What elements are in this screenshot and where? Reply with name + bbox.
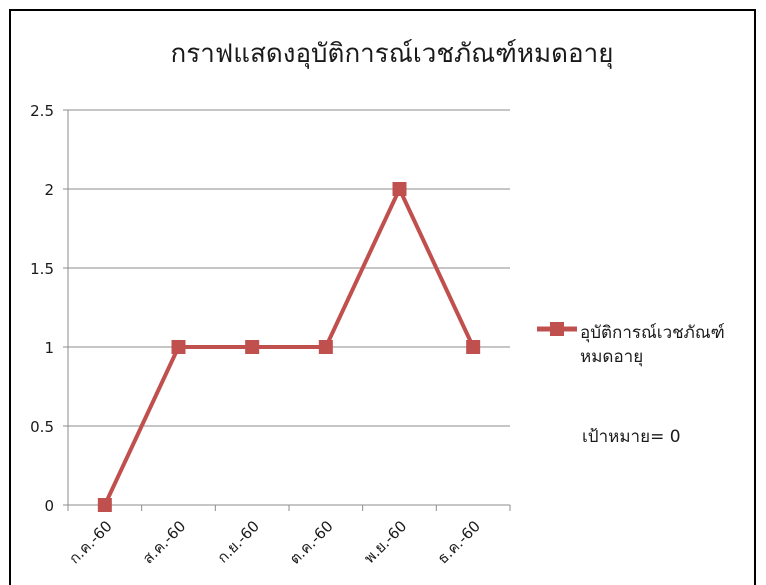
y-tick-label: 0.5 xyxy=(30,418,54,436)
data-point-marker xyxy=(97,498,112,512)
y-axis-tick-labels: 0 0.5 1 1.5 2 2.5 xyxy=(30,102,54,515)
target-annotation: เป้าหมาย= 0 xyxy=(582,427,681,447)
chart-border xyxy=(9,9,756,585)
series-line xyxy=(103,187,475,506)
series-group xyxy=(97,182,481,512)
axes xyxy=(63,109,511,511)
data-point-marker xyxy=(318,340,333,354)
y-tick-label: 2 xyxy=(44,181,54,199)
gridlines xyxy=(68,109,510,427)
data-point-marker xyxy=(392,182,407,196)
y-tick-label: 2.5 xyxy=(30,102,54,120)
data-point-marker xyxy=(466,340,481,354)
legend-label: อุบัติการณ์เวชภัณฑ์หมดอายุ xyxy=(580,323,725,367)
legend-marker xyxy=(550,322,564,336)
data-point-marker xyxy=(171,340,186,354)
chart-title: กราฟแสดงอุบัติการณ์เวชภัณฑ์หมดอายุ xyxy=(171,39,614,69)
legend-label-line: อุบัติการณ์เวชภัณฑ์ xyxy=(580,323,725,343)
data-point-marker xyxy=(245,340,260,354)
legend-label-line: หมดอายุ xyxy=(580,347,643,367)
y-tick-label: 1.5 xyxy=(30,260,54,278)
y-tick-label: 1 xyxy=(44,339,54,357)
y-tick-label: 0 xyxy=(44,497,54,515)
legend: อุบัติการณ์เวชภัณฑ์หมดอายุ xyxy=(537,322,725,367)
